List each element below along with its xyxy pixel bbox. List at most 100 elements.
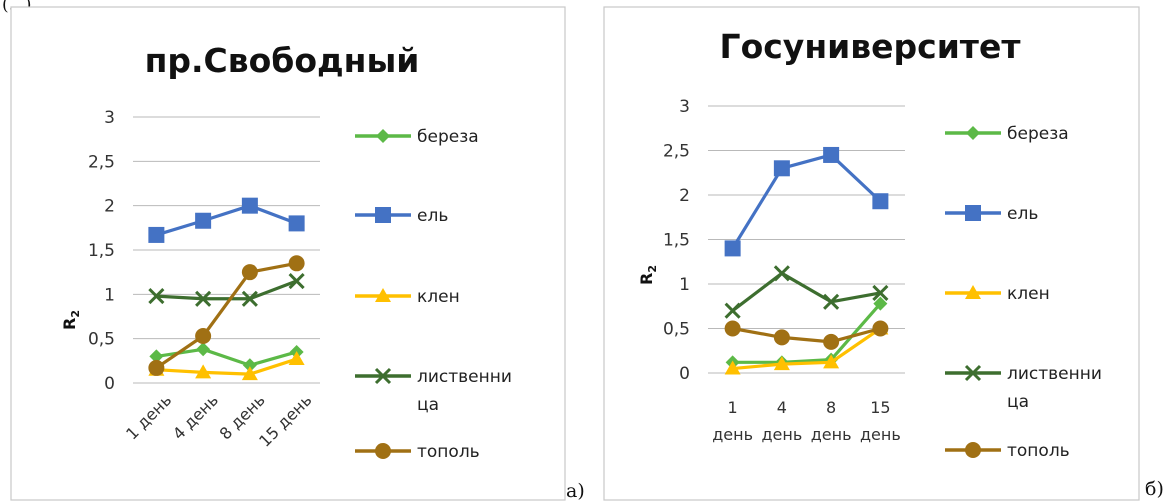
legend-entry: береза [355, 127, 479, 147]
y-axis-label-main: R [60, 318, 79, 330]
legend-label-line: ца [417, 395, 439, 415]
data-point [149, 349, 164, 364]
legend-label-line: лиственни [1007, 364, 1102, 384]
x-tick-label: 15 день [860, 398, 901, 444]
y-tick-label: 3 [104, 108, 115, 128]
data-point [241, 197, 258, 214]
legend-entry: береза [945, 124, 1069, 144]
x-tick-label: 1 день [712, 398, 753, 444]
data-point [724, 360, 741, 375]
data-point [241, 366, 258, 381]
legend-label: ель [1007, 204, 1038, 224]
legend-label: береза [1007, 124, 1069, 144]
legend-entry: клен [355, 287, 460, 307]
y-axis-label-subscript: 2 [646, 265, 659, 273]
legend-label: лиственни ца [1007, 364, 1102, 412]
data-point [773, 265, 790, 282]
series-1 [724, 146, 889, 257]
legend-label: клен [417, 287, 460, 307]
legend-label: клен [1007, 284, 1050, 304]
legend-entry: ель [355, 206, 448, 226]
series-4 [148, 255, 305, 376]
y-tick-label: 2 [104, 197, 115, 217]
legend-marker [964, 364, 982, 382]
legend-label: тополь [1007, 441, 1070, 461]
legend-marker [376, 129, 390, 143]
data-point [196, 342, 211, 357]
legend-marker [375, 288, 391, 302]
data-point [873, 296, 888, 311]
legend-entry: ель [945, 204, 1038, 224]
x-tick-label-number: 8 [826, 398, 836, 417]
y-tick-label: 2,5 [88, 152, 115, 172]
x-tick-label-number: 1 [728, 398, 738, 417]
series-line [732, 302, 882, 364]
legend-entry: лиственни ца [945, 364, 1102, 412]
y-tick-label: 1 [679, 275, 690, 295]
x-tick-label-unit: день [761, 425, 802, 444]
legend-entry: тополь [945, 441, 1070, 461]
data-point [773, 356, 790, 371]
y-axis-label: R2 [60, 310, 82, 330]
data-point [288, 255, 305, 272]
series-4 [724, 320, 889, 350]
series-line [731, 153, 882, 250]
y-tick-label: 0,5 [663, 320, 690, 340]
data-point [288, 351, 305, 366]
chart-frame [10, 6, 566, 501]
series-line [155, 204, 298, 237]
chart-frame [603, 6, 1140, 501]
data-point [288, 272, 305, 290]
y-tick-label: 3 [679, 97, 690, 117]
data-point [241, 264, 258, 281]
data-point [724, 240, 741, 257]
chart-title: Госуниверситет [720, 27, 1021, 66]
data-point [773, 160, 790, 177]
legend-marker [965, 285, 981, 299]
legend-marker [965, 205, 981, 221]
legend-label: лиственни ца [417, 367, 512, 415]
y-tick-label: 1,5 [663, 231, 690, 251]
x-tick-label-unit: день [860, 425, 901, 444]
legend-label: береза [417, 127, 479, 147]
y-tick-label: 1 [104, 285, 115, 305]
legend-marker [965, 442, 981, 458]
legend-entry: клен [945, 284, 1050, 304]
x-tick-label: 8 день [811, 398, 852, 444]
data-point [773, 329, 790, 346]
data-point [195, 212, 212, 229]
y-tick-label: 0 [679, 364, 690, 384]
legend-label: тополь [417, 442, 480, 462]
x-tick-label-number: 15 [870, 398, 890, 417]
data-point [241, 290, 258, 307]
legend-marker [374, 367, 392, 385]
x-tick-label-unit: день [712, 425, 753, 444]
data-point [823, 354, 840, 369]
data-point [724, 320, 741, 337]
y-axis-label: R2 [637, 265, 659, 285]
panel-label: а) [566, 480, 585, 502]
legend-marker [966, 126, 980, 140]
y-tick-label: 2,5 [663, 142, 690, 162]
legend-marker [375, 443, 391, 459]
data-point [823, 146, 840, 163]
series-line [732, 326, 881, 344]
data-point [242, 358, 257, 373]
data-point [148, 359, 165, 376]
series-line [156, 357, 298, 376]
data-point [872, 320, 889, 337]
data-point [823, 293, 840, 310]
chart-title: пр.Свободный [145, 41, 420, 80]
series-line [731, 271, 881, 312]
legend-marker [375, 207, 391, 223]
data-point [724, 302, 741, 319]
panel-label: б) [1145, 478, 1164, 500]
series-2 [148, 351, 305, 381]
legend-entry: тополь [355, 442, 480, 462]
data-point [195, 328, 212, 345]
data-point [288, 215, 305, 232]
legend-label: ель [417, 206, 448, 226]
